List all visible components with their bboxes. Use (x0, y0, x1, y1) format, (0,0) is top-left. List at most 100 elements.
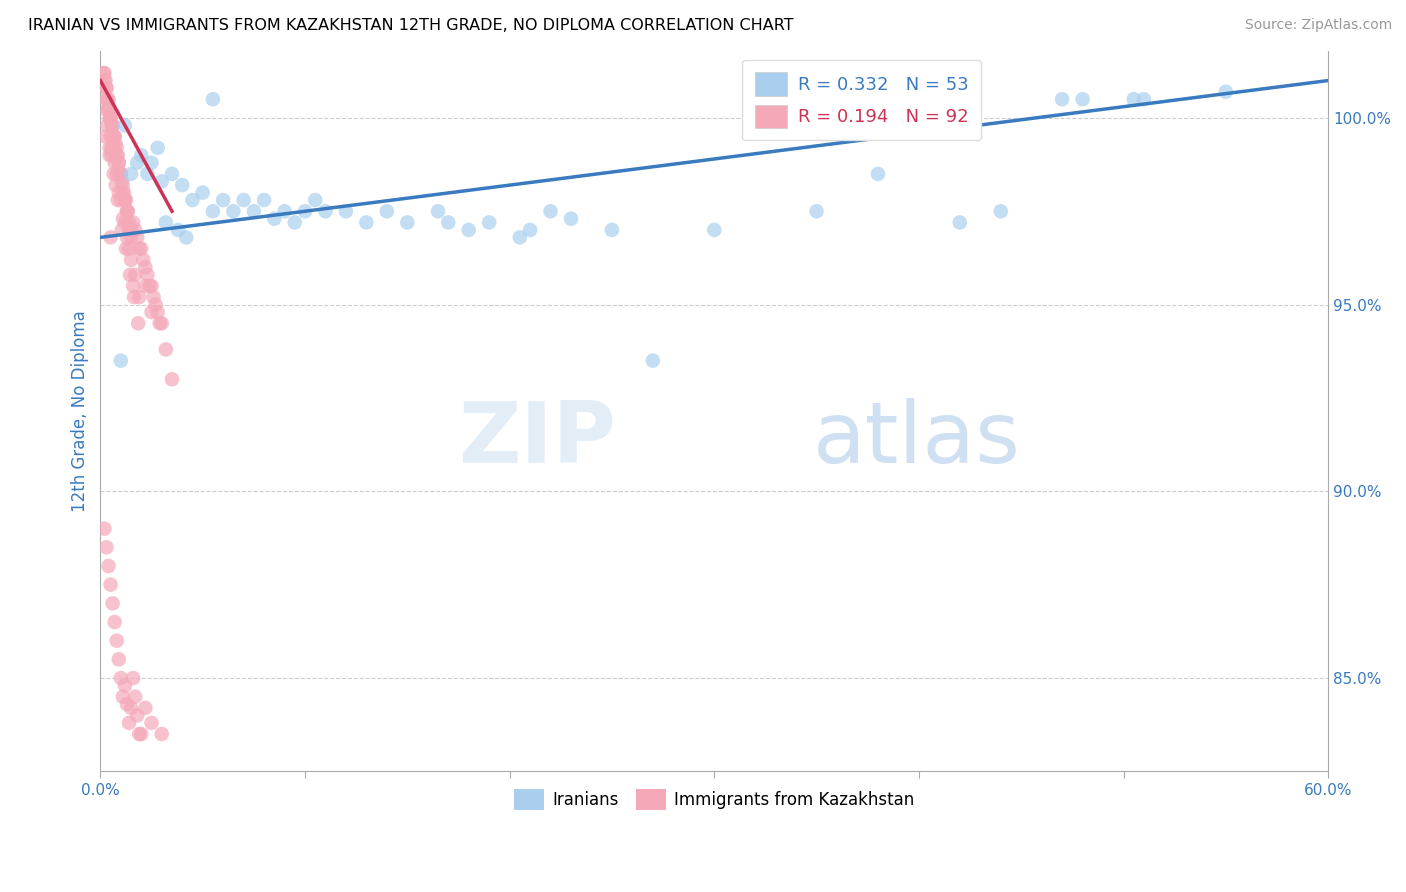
Point (115, 193, 138, 207)
Point (107, 148, 129, 162)
Point (866, 167, 889, 181)
Point (111, 211, 134, 226)
Point (478, 215, 501, 229)
Point (142, 290, 165, 304)
Point (128, 727, 150, 741)
Point (104, 129, 127, 144)
Point (134, 701, 156, 715)
Point (104, 136, 127, 151)
Point (118, 215, 141, 229)
Point (150, 174, 173, 188)
Point (263, 211, 285, 226)
Point (93, 66, 115, 80)
Point (94, 129, 117, 144)
Point (93, 73, 115, 87)
Point (117, 204, 139, 219)
Point (181, 193, 204, 207)
Point (222, 204, 245, 219)
Point (97, 559, 120, 574)
Point (103, 129, 125, 144)
Point (100, 230, 122, 244)
Point (172, 178, 194, 193)
Point (112, 186, 135, 200)
Point (104, 615, 127, 629)
Point (457, 223, 479, 237)
Point (114, 215, 136, 229)
Point (273, 204, 295, 219)
Point (105, 148, 128, 162)
Point (167, 223, 190, 237)
Point (107, 155, 129, 169)
Point (127, 230, 149, 244)
Point (107, 186, 129, 200)
Point (94, 73, 117, 87)
Point (96, 119, 118, 133)
Point (100, 141, 122, 155)
Point (1215, 85, 1237, 99)
Point (375, 204, 398, 219)
Point (98, 111, 121, 125)
Point (129, 148, 152, 162)
Point (111, 690, 134, 704)
Text: ZIP: ZIP (458, 399, 616, 482)
Point (356, 215, 378, 229)
Point (560, 211, 582, 226)
Point (118, 715, 141, 730)
Point (132, 252, 155, 267)
Point (284, 215, 307, 229)
Point (115, 204, 138, 219)
Point (114, 119, 136, 133)
Point (115, 697, 138, 711)
Point (304, 193, 326, 207)
Point (96, 92, 118, 106)
Point (97, 92, 120, 106)
Point (146, 305, 169, 319)
Point (127, 708, 149, 723)
Point (110, 167, 132, 181)
Y-axis label: 12th Grade, No Diploma: 12th Grade, No Diploma (72, 310, 89, 512)
Point (98, 141, 121, 155)
Point (118, 242, 141, 256)
Point (176, 230, 198, 244)
Point (134, 279, 156, 293)
Text: IRANIAN VS IMMIGRANTS FROM KAZAKHSTAN 12TH GRADE, NO DIPLOMA CORRELATION CHART: IRANIAN VS IMMIGRANTS FROM KAZAKHSTAN 12… (28, 18, 794, 33)
Point (1133, 92, 1156, 106)
Point (124, 690, 146, 704)
Point (136, 268, 159, 282)
Point (110, 671, 132, 685)
Point (128, 242, 150, 256)
Point (111, 223, 134, 237)
Point (600, 223, 623, 237)
Point (146, 141, 169, 155)
Point (122, 279, 145, 293)
Text: atlas: atlas (813, 399, 1021, 482)
Point (110, 353, 132, 368)
Point (105, 167, 128, 181)
Point (103, 167, 125, 181)
Point (806, 204, 828, 219)
Point (129, 242, 152, 256)
Point (141, 305, 163, 319)
Point (118, 268, 141, 282)
Point (110, 193, 132, 207)
Point (96, 81, 118, 95)
Point (120, 701, 142, 715)
Point (990, 204, 1012, 219)
Point (201, 92, 224, 106)
Point (124, 223, 146, 237)
Point (107, 193, 129, 207)
Point (127, 316, 149, 330)
Point (97, 100, 120, 114)
Point (1050, 92, 1073, 106)
Point (108, 167, 131, 181)
Point (96, 92, 118, 106)
Point (127, 155, 149, 169)
Point (100, 148, 122, 162)
Point (1122, 92, 1144, 106)
Point (100, 577, 122, 591)
Point (540, 204, 562, 219)
Point (100, 111, 122, 125)
Point (101, 596, 124, 610)
Text: Source: ZipAtlas.com: Source: ZipAtlas.com (1244, 18, 1392, 32)
Point (120, 252, 142, 267)
